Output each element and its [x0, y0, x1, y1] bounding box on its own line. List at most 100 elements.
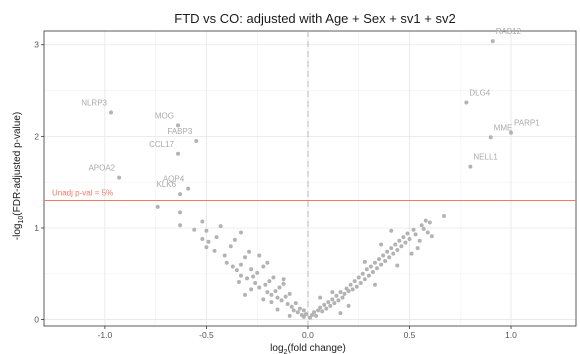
y-axis-title: -log10(FDR-adjusted p-value) — [12, 112, 25, 240]
gene-label: PARP1 — [514, 119, 540, 128]
data-point — [344, 286, 349, 291]
data-point — [238, 230, 243, 235]
data-point-labeled — [117, 175, 122, 180]
data-point — [279, 298, 284, 303]
data-point — [301, 314, 306, 319]
data-point — [366, 273, 371, 278]
data-point — [228, 244, 233, 249]
data-point — [261, 264, 266, 269]
data-point — [348, 282, 353, 287]
data-point — [391, 251, 396, 256]
data-point — [314, 313, 319, 318]
data-point — [312, 310, 317, 315]
data-point — [318, 305, 323, 310]
data-point — [238, 273, 243, 278]
data-point — [356, 275, 361, 280]
data-point — [249, 267, 254, 272]
data-point — [253, 280, 258, 285]
gene-label: MME — [494, 123, 513, 132]
data-point — [346, 289, 351, 294]
data-point — [409, 251, 414, 256]
y-tick-label: 1 — [34, 223, 39, 233]
data-point — [281, 277, 286, 282]
data-point — [362, 259, 367, 264]
data-point — [389, 246, 394, 251]
data-point — [293, 301, 298, 306]
data-point-labeled — [490, 39, 495, 44]
data-point — [236, 280, 241, 285]
data-point — [340, 295, 345, 300]
data-point-labeled — [176, 123, 181, 128]
data-point — [330, 290, 335, 295]
y-axis-ticks: 0 1 2 3 — [34, 40, 44, 325]
data-point — [232, 237, 237, 242]
data-point-labeled — [468, 164, 473, 169]
data-point — [362, 277, 367, 282]
data-point — [200, 236, 205, 241]
data-point — [381, 253, 386, 258]
data-point — [364, 267, 369, 272]
data-point — [411, 227, 416, 232]
data-point — [387, 255, 392, 260]
gene-label: FABP3 — [167, 127, 192, 136]
data-point — [214, 235, 219, 240]
data-point — [303, 312, 308, 317]
data-point — [423, 218, 428, 223]
data-point — [224, 260, 229, 265]
data-point — [328, 303, 333, 308]
data-point — [301, 308, 306, 313]
data-point — [372, 260, 377, 265]
data-point — [269, 292, 274, 297]
minor-gridlines — [44, 31, 576, 326]
data-point — [370, 269, 375, 274]
data-point — [206, 239, 211, 244]
data-point — [320, 309, 325, 314]
gene-label: NLRP3 — [81, 99, 107, 108]
data-point — [401, 235, 406, 240]
data-point — [267, 279, 272, 284]
data-point — [393, 242, 398, 247]
data-point — [421, 226, 426, 231]
data-point — [332, 301, 337, 306]
data-point — [291, 308, 296, 313]
data-point — [283, 294, 288, 299]
data-point — [383, 258, 388, 263]
data-point — [178, 210, 183, 215]
y-tick-label: 0 — [34, 315, 39, 325]
data-point-labeled — [464, 100, 469, 105]
x-axis-title-prefix: log — [270, 343, 283, 354]
data-point — [277, 285, 282, 290]
data-point — [425, 230, 430, 235]
data-point — [385, 249, 390, 254]
data-point — [358, 280, 363, 285]
data-point-labeled — [109, 110, 114, 115]
x-axis-title-suffix: (fold change) — [287, 343, 345, 354]
data-point — [429, 234, 434, 239]
data-point — [265, 290, 270, 295]
data-point — [372, 282, 377, 287]
plot-panel-border — [43, 30, 577, 327]
y-axis-title-prefix: -log — [12, 224, 23, 241]
data-point — [285, 302, 290, 307]
data-point — [346, 303, 351, 308]
data-point — [271, 275, 276, 280]
chart-title: FTD vs CO: adjusted with Age + Sex + sv1… — [174, 11, 455, 26]
data-point — [417, 238, 422, 243]
data-point — [192, 227, 197, 232]
data-point — [379, 242, 384, 247]
data-point — [269, 300, 274, 305]
data-point — [297, 306, 302, 311]
data-point — [342, 291, 347, 296]
data-point — [427, 220, 432, 225]
data-point — [389, 228, 394, 233]
data-point — [308, 315, 312, 320]
data-point — [360, 271, 365, 276]
data-point — [265, 260, 270, 265]
data-point — [350, 287, 355, 292]
data-point — [336, 298, 341, 303]
data-point-labeled — [178, 192, 183, 197]
data-point-labeled — [509, 130, 514, 135]
gene-label: NELL1 — [473, 153, 498, 162]
data-point — [368, 264, 373, 269]
gene-label: AQP4 — [163, 175, 185, 184]
